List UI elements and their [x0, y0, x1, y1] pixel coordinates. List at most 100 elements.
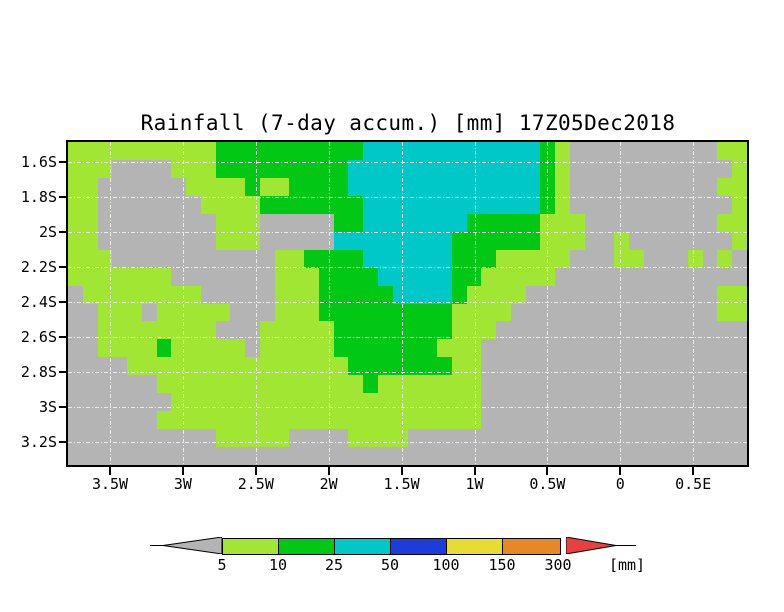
map-cell	[673, 303, 688, 322]
map-cell	[245, 142, 260, 160]
map-cell	[377, 339, 393, 358]
map-cell	[732, 339, 747, 358]
map-cell	[717, 303, 733, 322]
map-cell	[628, 375, 644, 394]
map-cell	[112, 195, 128, 214]
map-cell	[82, 231, 98, 250]
map-cell	[156, 285, 172, 304]
map-cell	[525, 303, 541, 322]
map-cell	[422, 447, 438, 465]
map-cell	[599, 267, 615, 286]
map-cell	[628, 177, 644, 196]
x-tick-label: 2.5W	[237, 475, 274, 493]
map-cell	[230, 375, 246, 394]
y-axis-tick	[59, 301, 67, 303]
map-cell	[437, 321, 452, 340]
map-cell	[127, 321, 142, 340]
map-cell	[525, 213, 541, 232]
map-cell	[702, 249, 718, 268]
map-cell	[363, 267, 378, 286]
map-cell	[171, 249, 187, 268]
map-cell	[348, 303, 364, 322]
map-cell	[437, 447, 452, 465]
map-cell	[643, 429, 659, 448]
map-cell	[245, 213, 260, 232]
map-cell	[215, 375, 231, 394]
map-cell	[215, 393, 231, 412]
map-cell	[584, 303, 600, 322]
map-cell	[171, 159, 187, 178]
map-cell	[614, 195, 629, 214]
map-cell	[304, 429, 319, 448]
map-cell	[407, 213, 423, 232]
map-cell	[732, 213, 747, 232]
x-tick-label: 1W	[465, 475, 484, 493]
map-cell	[407, 177, 423, 196]
x-axis-tick	[327, 467, 330, 475]
map-cell	[82, 159, 98, 178]
map-cell	[363, 249, 378, 268]
map-cell	[422, 267, 438, 286]
map-cell	[717, 339, 733, 358]
map-cell	[702, 447, 718, 465]
map-cell	[289, 375, 305, 394]
map-cell	[614, 231, 629, 250]
map-cell	[584, 339, 600, 358]
map-cell	[643, 393, 659, 412]
map-cell	[732, 267, 747, 286]
map-cell	[673, 159, 688, 178]
map-cell	[171, 195, 187, 214]
map-cell	[702, 195, 718, 214]
map-cell	[540, 249, 556, 268]
map-cell	[481, 429, 497, 448]
map-cell	[141, 339, 157, 358]
map-cell	[186, 231, 201, 250]
map-cell	[97, 249, 113, 268]
map-cell	[127, 393, 142, 412]
map-cell	[377, 285, 393, 304]
map-cell	[628, 447, 644, 465]
map-cell	[200, 195, 216, 214]
map-cell	[245, 447, 260, 465]
map-cell	[141, 285, 157, 304]
map-cell	[377, 213, 393, 232]
map-cell	[245, 177, 260, 196]
map-cell	[363, 447, 378, 465]
map-cell	[584, 159, 600, 178]
map-cell	[437, 339, 452, 358]
map-cell	[510, 411, 526, 430]
x-axis-tick	[473, 467, 476, 475]
map-cell	[643, 159, 659, 178]
map-cell	[363, 393, 378, 412]
map-cell	[437, 357, 452, 376]
map-cell	[466, 249, 482, 268]
y-axis-tick	[59, 266, 67, 268]
map-cell	[643, 195, 659, 214]
map-cell	[245, 375, 260, 394]
map-cell	[245, 249, 260, 268]
map-cell	[628, 159, 644, 178]
map-cell	[304, 447, 319, 465]
map-cell	[673, 357, 688, 376]
map-cell	[599, 177, 615, 196]
map-cell	[112, 375, 128, 394]
map-cell	[732, 231, 747, 250]
map-cell	[569, 177, 585, 196]
map-cell	[348, 195, 364, 214]
map-cell	[422, 357, 438, 376]
map-cell	[643, 321, 659, 340]
map-cell	[333, 357, 349, 376]
map-cell	[68, 429, 83, 448]
map-cell	[643, 339, 659, 358]
map-cell	[599, 357, 615, 376]
map-cell	[348, 142, 364, 160]
map-cell	[732, 429, 747, 448]
map-cell	[141, 429, 157, 448]
map-cell	[318, 267, 334, 286]
map-cell	[171, 375, 187, 394]
map-cell	[127, 142, 142, 160]
map-cell	[466, 285, 482, 304]
map-cell	[466, 447, 482, 465]
map-cell	[481, 393, 497, 412]
map-cell	[628, 393, 644, 412]
